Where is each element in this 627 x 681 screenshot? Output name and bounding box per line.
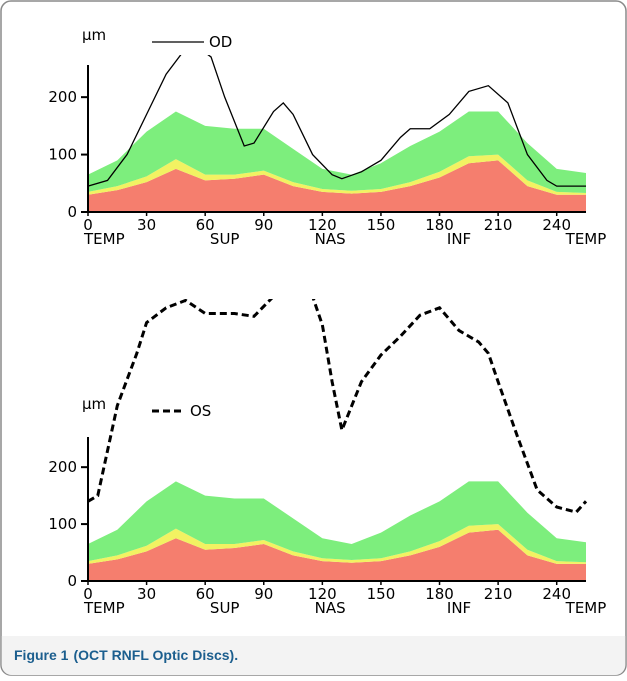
x-region-label: NAS bbox=[315, 599, 346, 617]
y-tick-label: 0 bbox=[67, 572, 77, 590]
y-axis-label: μm bbox=[82, 26, 106, 44]
band bbox=[88, 154, 586, 195]
x-tick-label: 30 bbox=[137, 585, 156, 603]
x-tick-label: 90 bbox=[254, 585, 273, 603]
data-line bbox=[87, 299, 588, 514]
x-tick-label: 240 bbox=[542, 216, 571, 234]
x-tick-label: 180 bbox=[425, 585, 454, 603]
line-group bbox=[87, 299, 588, 514]
x-tick-label: 30 bbox=[137, 216, 156, 234]
caption-bg bbox=[1, 636, 626, 675]
x-region-label: TEMP bbox=[83, 599, 125, 617]
x-tick-label: 210 bbox=[484, 216, 513, 234]
band bbox=[88, 160, 586, 212]
x-tick-label: 120 bbox=[308, 216, 337, 234]
y-tick-label: 100 bbox=[48, 515, 77, 533]
caption-label: Figure 1 bbox=[14, 647, 69, 663]
y-tick-label: 200 bbox=[48, 458, 77, 476]
x-tick-label: 0 bbox=[83, 585, 93, 603]
band bbox=[88, 529, 586, 581]
x-tick-label: 210 bbox=[484, 585, 513, 603]
legend-label: OD bbox=[209, 33, 232, 51]
x-region-label: SUP bbox=[210, 230, 240, 248]
caption: Figure 1 (OCT RNFL Optic Discs). bbox=[14, 647, 238, 663]
x-tick-label: 60 bbox=[196, 216, 215, 234]
y-tick-label: 100 bbox=[48, 146, 77, 164]
x-tick-label: 180 bbox=[425, 216, 454, 234]
x-tick-label: 120 bbox=[308, 585, 337, 603]
x-region-label: INF bbox=[447, 230, 471, 248]
line-group bbox=[87, 55, 586, 187]
x-tick-label: 150 bbox=[367, 216, 396, 234]
y-tick-label: 0 bbox=[67, 203, 77, 221]
data-line bbox=[87, 55, 586, 187]
y-tick-label: 200 bbox=[48, 88, 77, 106]
band bbox=[88, 524, 586, 564]
y-axis-label: μm bbox=[82, 395, 106, 413]
x-tick-label: 150 bbox=[367, 585, 396, 603]
x-tick-label: 240 bbox=[542, 585, 571, 603]
x-region-label: SUP bbox=[210, 599, 240, 617]
band bbox=[88, 111, 586, 194]
x-region-label: INF bbox=[447, 599, 471, 617]
legend-label: OS bbox=[190, 402, 211, 420]
x-tick-label: 0 bbox=[83, 216, 93, 234]
x-tick-label: 90 bbox=[254, 216, 273, 234]
x-region-label: TEMP bbox=[83, 230, 125, 248]
x-region-label: TEMP bbox=[565, 599, 607, 617]
x-region-label: NAS bbox=[315, 230, 346, 248]
x-region-label: TEMP bbox=[565, 230, 607, 248]
caption-text: (OCT RNFL Optic Discs). bbox=[73, 647, 238, 663]
band bbox=[88, 481, 586, 563]
x-tick-label: 60 bbox=[196, 585, 215, 603]
